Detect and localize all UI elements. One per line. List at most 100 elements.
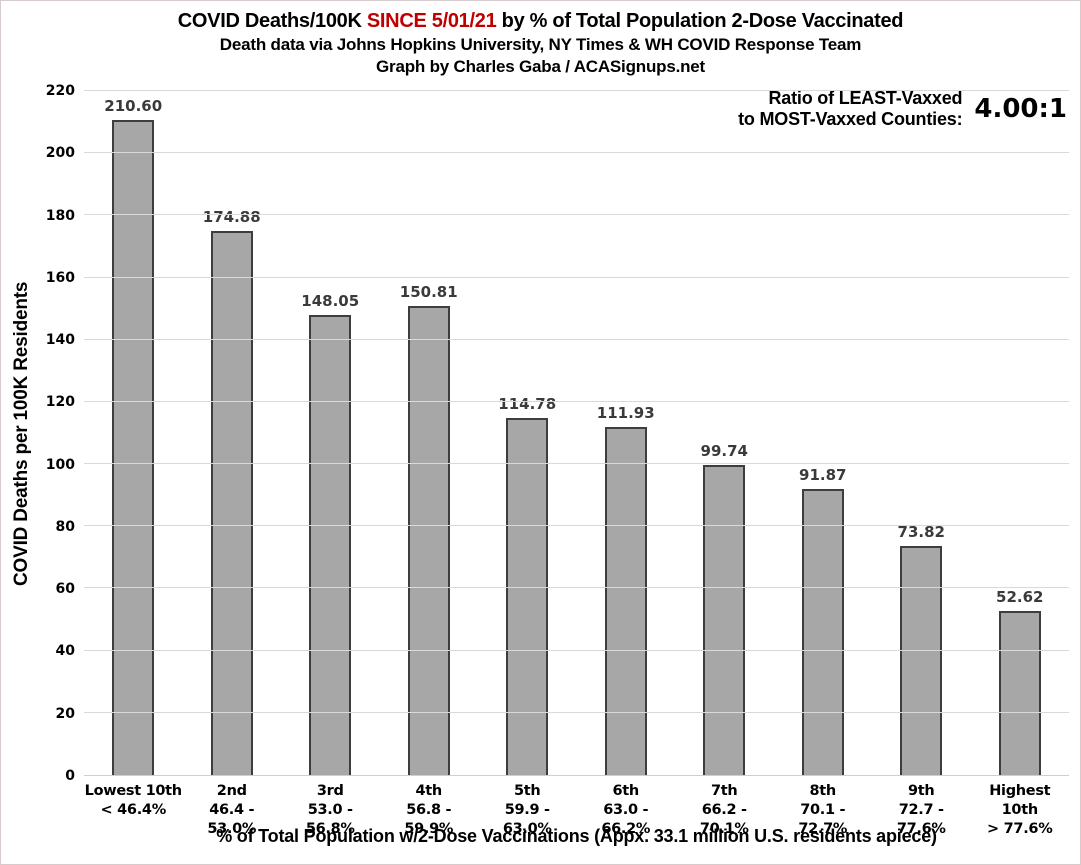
gridline-y-40 (84, 649, 1069, 651)
ratio-annotation-label: Ratio of LEAST-Vaxxed to MOST-Vaxxed Cou… (738, 88, 962, 130)
bar-group-5: 114.78 (478, 91, 577, 775)
category-label-8-name: 8th (809, 783, 837, 799)
bar-value-label-7: 99.74 (700, 441, 748, 460)
bar-value-label-6: 111.93 (596, 404, 655, 422)
category-label-5-range: 59.9 - 63.0% (502, 802, 552, 837)
bar-7 (703, 464, 746, 775)
category-label-6: 6th 63.0 - 66.2% (577, 782, 676, 839)
bar-group-7: 99.74 (675, 91, 774, 775)
bar-value-label-4: 150.81 (399, 283, 458, 302)
gridline-y-160 (84, 276, 1069, 278)
chart-title-suffix: by % of Total Population 2-Dose Vaccinat… (496, 10, 904, 32)
bar-group-10: 52.62 (971, 91, 1070, 775)
y-tick-label-100: 100 (45, 456, 75, 473)
category-label-9: 9th 72.7 - 77.6% (872, 782, 971, 839)
category-label-5-name: 5th (514, 783, 541, 799)
chart-title-block: COVID Deaths/100K SINCE 5/01/21 by % of … (1, 10, 1080, 77)
gridline-y-60 (84, 587, 1069, 589)
category-label-2-name: 2nd (216, 783, 247, 799)
gridline-y-80 (84, 525, 1069, 527)
category-label-3-range: 53.0 - 56.8% (305, 802, 355, 837)
bar-1 (112, 120, 155, 775)
category-label-3: 3rd 53.0 - 56.8% (281, 782, 380, 839)
gridline-y-180 (84, 214, 1069, 216)
bar-group-2: 174.88 (183, 91, 282, 775)
y-axis-ticks: 0 20 40 60 80 100 120 140 160 180 200 220 (27, 83, 75, 784)
chart-title: COVID Deaths/100K SINCE 5/01/21 by % of … (1, 10, 1080, 33)
bar-2 (210, 231, 253, 775)
bar-group-6: 111.93 (577, 91, 676, 775)
x-axis-title: % of Total Population w/2-Dose Vaccinati… (216, 826, 937, 846)
category-label-2-range: 46.4 - 53.0% (207, 802, 257, 837)
category-label-6-name: 6th (612, 783, 640, 799)
ratio-annotation: Ratio of LEAST-Vaxxed to MOST-Vaxxed Cou… (738, 88, 1067, 130)
bar-9 (900, 545, 943, 775)
plot-area: 210.60 174.88 148.05 150.81 114.78 111.93 99.7… (84, 90, 1069, 776)
category-label-8: 8th 70.1 - 72.7% (774, 782, 873, 839)
category-label-10-name: Highest 10th (989, 783, 1051, 818)
bar-value-label-10: 52.62 (996, 588, 1044, 607)
bar-3 (309, 314, 352, 775)
ratio-annotation-value: 4.00:1 (974, 94, 1067, 124)
category-label-8-range: 70.1 - 72.7% (798, 802, 848, 837)
category-label-1: Lowest 10th < 46.4% (84, 782, 183, 839)
y-tick-label-220: 220 (45, 83, 75, 99)
gridline-y-140 (84, 338, 1069, 340)
category-label-9-name: 9th (908, 783, 935, 799)
y-tick-label-80: 80 (55, 518, 75, 535)
y-tick-label-180: 180 (45, 207, 75, 224)
bar-value-label-8: 91.87 (799, 466, 847, 485)
category-label-7-name: 7th (711, 783, 738, 799)
bar-5 (506, 418, 549, 775)
bar-value-label-3: 148.05 (301, 291, 360, 310)
category-label-2: 2nd 46.4 - 53.0% (183, 782, 282, 839)
chart-subtitle-source: Death data via Johns Hopkins University,… (219, 35, 862, 54)
chart-title-highlight: SINCE 5/01/21 (366, 10, 497, 32)
x-axis-category-labels: Lowest 10th < 46.4% 2nd 46.4 - 53.0% 3rd 53.0… (84, 782, 1069, 839)
category-label-4-range: 56.8 - 59.9% (404, 802, 454, 837)
bar-group-8: 91.87 (774, 91, 873, 775)
y-tick-label-160: 160 (45, 269, 75, 286)
category-label-5: 5th 59.9 - 63.0% (478, 782, 577, 839)
category-label-7: 7th 66.2 - 70.1% (675, 782, 774, 839)
ratio-annotation-label-line2: to MOST-Vaxxed Counties: (738, 109, 963, 129)
bar-value-label-2: 174.88 (202, 208, 261, 227)
bar-value-label-9: 73.82 (897, 522, 945, 541)
bar-group-9: 73.82 (872, 91, 971, 775)
chart-title-prefix: COVID Deaths/100K (177, 10, 367, 32)
category-label-1-range: < 46.4% (100, 802, 167, 818)
category-label-4: 4th 56.8 - 59.9% (380, 782, 479, 839)
bar-8 (801, 489, 844, 775)
chart-subtitle-credit: Graph by Charles Gaba / ACASignups.net (376, 57, 705, 76)
y-tick-label-200: 200 (45, 145, 75, 162)
bar-group-3: 148.05 (281, 91, 380, 775)
category-label-6-range: 63.0 - 66.2% (601, 802, 651, 837)
gridline-y-120 (84, 400, 1069, 402)
category-label-7-range: 66.2 - 70.1% (699, 802, 749, 837)
bar-group-4: 150.81 (380, 91, 479, 775)
bar-value-label-1: 210.60 (104, 97, 163, 116)
category-label-9-range: 72.7 - 77.6% (896, 802, 946, 837)
bar-value-label-5: 114.78 (498, 395, 557, 414)
bar-4 (407, 306, 450, 775)
y-tick-label-60: 60 (55, 581, 75, 598)
gridline-y-20 (84, 711, 1069, 713)
bar-10 (998, 611, 1041, 775)
gridline-y-100 (84, 463, 1069, 465)
bar-group-1: 210.60 (84, 91, 183, 775)
y-tick-label-120: 120 (45, 394, 75, 411)
gridline-y-220 (84, 90, 1069, 91)
y-tick-label-40: 40 (55, 643, 75, 660)
category-label-1-name: Lowest 10th (84, 783, 182, 799)
ratio-annotation-label-line1: Ratio of LEAST-Vaxxed (768, 88, 963, 108)
y-tick-label-0: 0 (65, 768, 75, 784)
y-tick-label-20: 20 (55, 705, 75, 722)
bars-row: 210.60 174.88 148.05 150.81 114.78 111.93 99.7… (84, 91, 1069, 775)
bar-6 (604, 427, 647, 775)
y-tick-label-140: 140 (45, 332, 75, 349)
gridline-y-200 (84, 152, 1069, 154)
category-label-10: Highest 10th > 77.6% (971, 782, 1070, 839)
category-label-3-name: 3rd (316, 783, 344, 799)
category-label-4-name: 4th (415, 783, 443, 799)
